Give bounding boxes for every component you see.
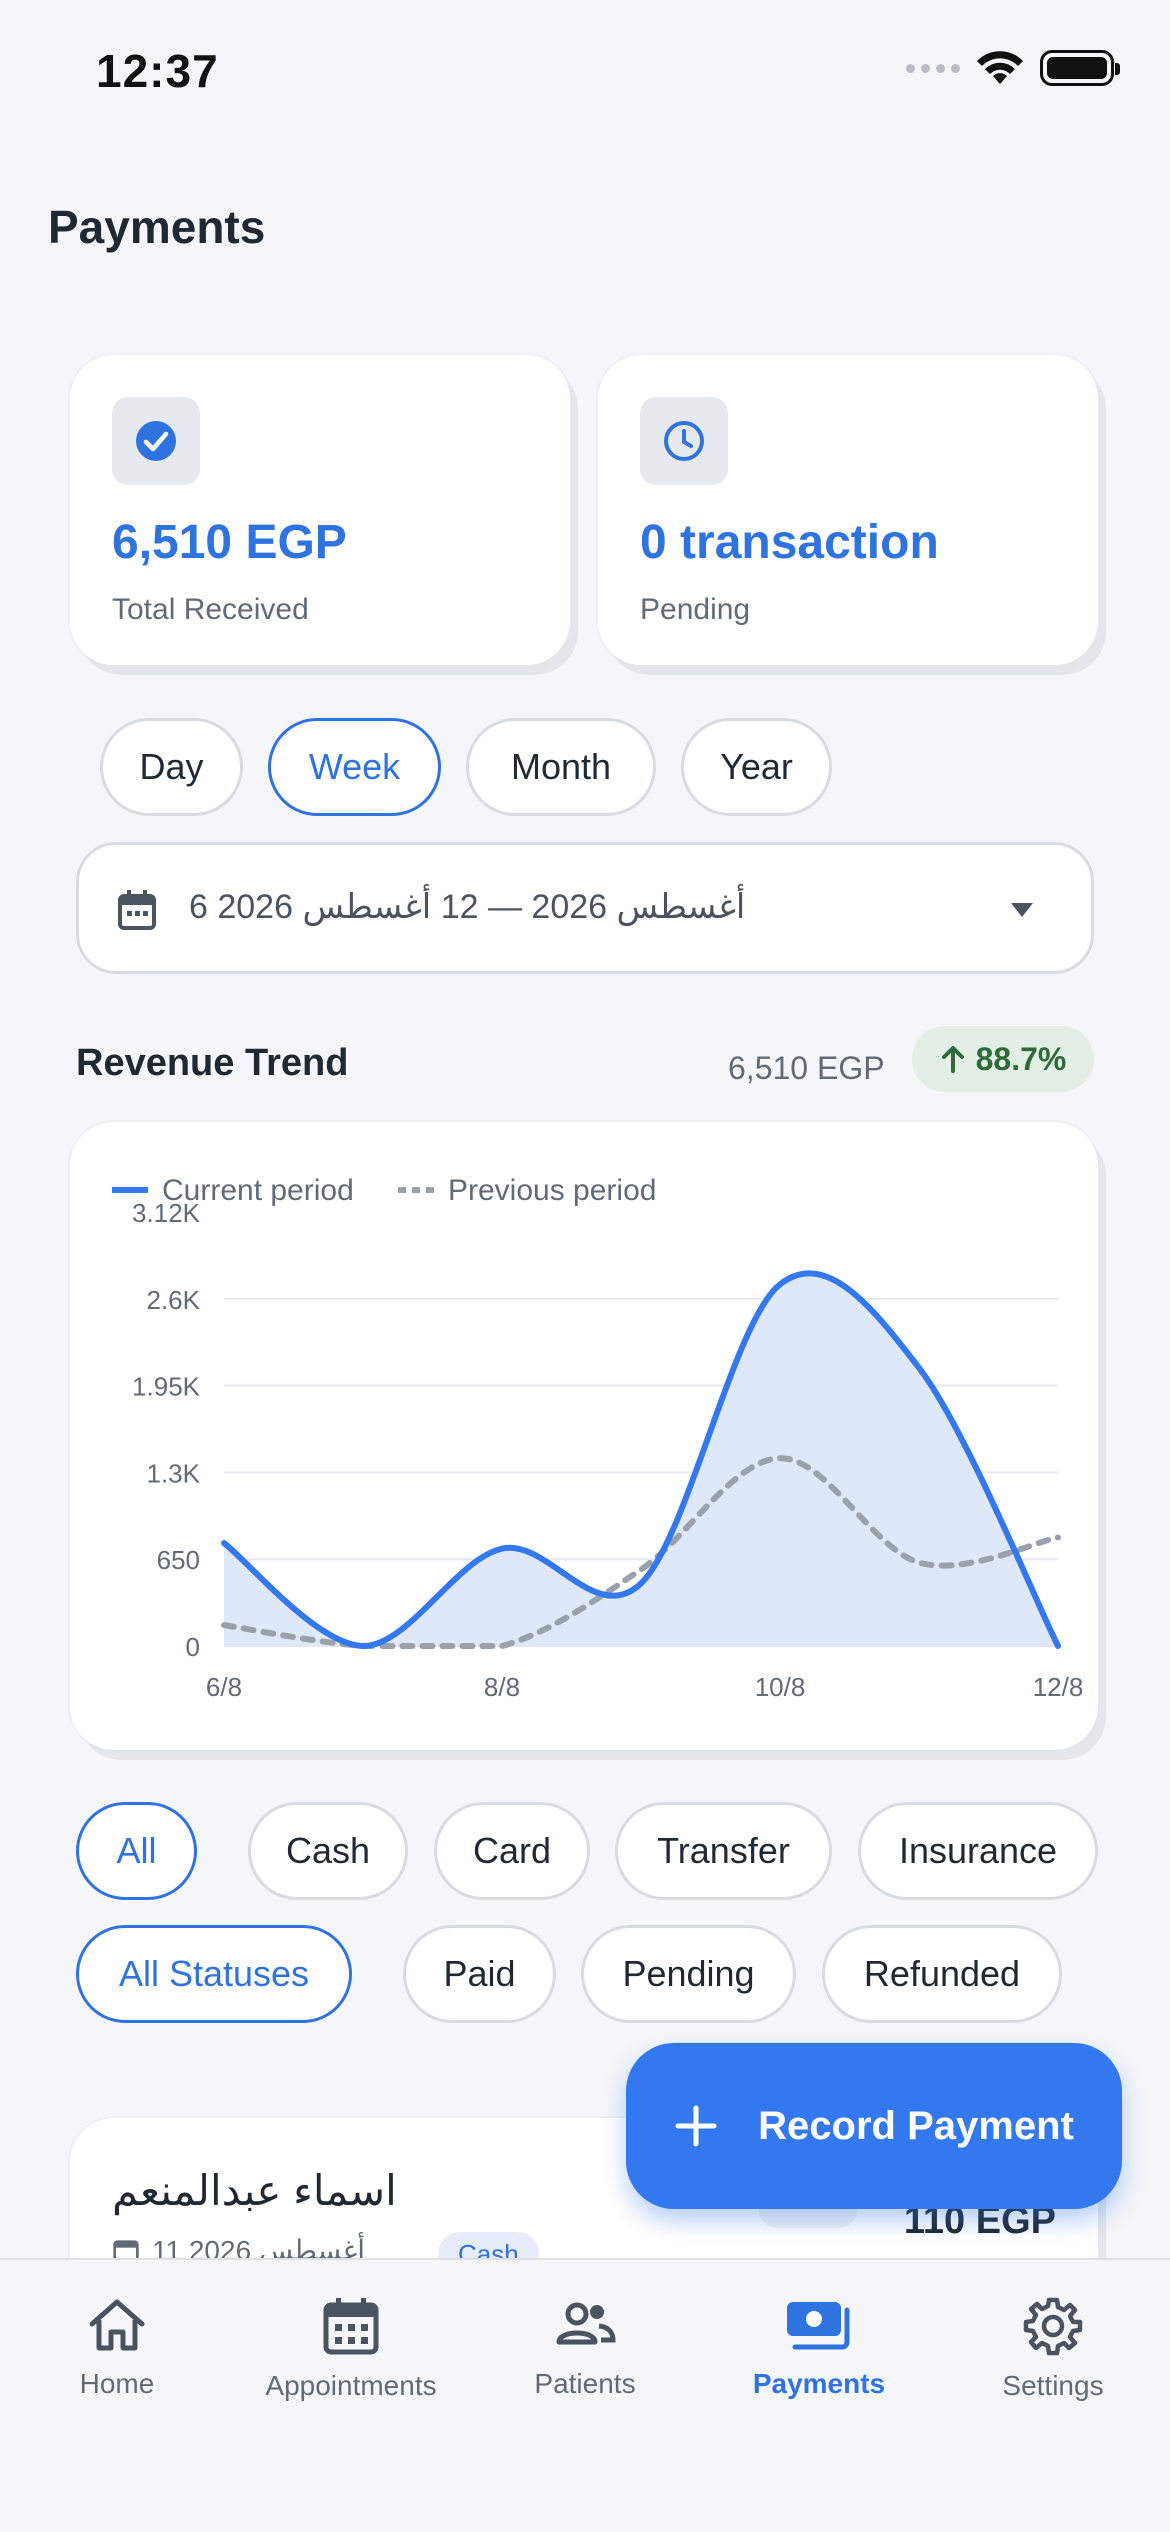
y-tick-label: 0 — [186, 1632, 200, 1662]
y-tick-label: 650 — [157, 1545, 200, 1575]
nav-home[interactable]: Home — [0, 2296, 234, 2400]
calendar-icon — [118, 890, 156, 930]
nav-payments[interactable]: Payments — [702, 2296, 936, 2400]
filter-method-cash[interactable]: Cash — [248, 1802, 408, 1900]
filter-method-transfer[interactable]: Transfer — [615, 1802, 832, 1900]
filter-method-all[interactable]: All — [76, 1802, 197, 1900]
filter-method-insurance[interactable]: Insurance — [858, 1802, 1098, 1900]
y-tick-label: 2.6K — [147, 1285, 201, 1315]
total-received-value: 6,510 EGP — [112, 516, 347, 569]
payments-icon — [787, 2302, 850, 2350]
record-payment-label: Record Payment — [758, 2103, 1074, 2148]
check-circle-icon — [112, 397, 200, 485]
wifi-icon — [977, 51, 1023, 84]
record-payment-button[interactable]: Record Payment — [626, 2043, 1122, 2209]
pending-label: Pending — [640, 593, 751, 626]
period-year[interactable]: Year — [681, 718, 832, 816]
patient-name: اسماء عبدالمنعم — [112, 2167, 397, 2214]
clock-icon — [640, 397, 728, 485]
signal-icon — [906, 63, 960, 73]
period-month[interactable]: Month — [466, 718, 656, 816]
total-received-card: 6,510 EGP Total Received — [70, 355, 570, 665]
date-range-select[interactable]: 6 أغسطس 2026 — 12 أغسطس 2026 — [76, 842, 1094, 974]
nav-appointments[interactable]: Appointments — [234, 2296, 468, 2402]
people-icon — [556, 2302, 616, 2345]
filter-status-pending[interactable]: Pending — [581, 1925, 796, 2023]
arrow-up-icon — [941, 1046, 964, 1073]
period-day[interactable]: Day — [100, 718, 243, 816]
y-tick-label: 1.95K — [132, 1372, 201, 1402]
calendar-icon — [323, 2298, 379, 2355]
pending-value: 0 transaction — [640, 516, 939, 569]
chevron-down-icon — [1011, 903, 1033, 917]
status-icons — [906, 50, 1120, 86]
filter-status-all[interactable]: All Statuses — [76, 1925, 352, 2023]
nav-settings[interactable]: Settings — [936, 2296, 1170, 2402]
trend-change-badge: 88.7% — [912, 1026, 1094, 1092]
filter-method-card[interactable]: Card — [434, 1802, 590, 1900]
legend-current-label: Current period — [162, 1174, 354, 1207]
revenue-chart-card: 3.12K 2.6K 1.95K 1.3K 650 0 6/8 8/8 10/8 12/8 Curr… — [70, 1122, 1098, 1750]
gear-icon — [1023, 2297, 1083, 2356]
filter-status-paid[interactable]: Paid — [403, 1925, 556, 2023]
status-time: 12:37 — [96, 45, 219, 97]
trend-change-value: 88.7% — [975, 1040, 1067, 1077]
x-tick-label: 8/8 — [484, 1672, 520, 1702]
y-tick-label: 3.12K — [132, 1198, 201, 1228]
pending-card: 0 transaction Pending — [598, 355, 1098, 665]
x-tick-label: 10/8 — [755, 1672, 806, 1702]
y-tick-label: 1.3K — [147, 1458, 201, 1488]
revenue-chart: 3.12K 2.6K 1.95K 1.3K 650 06/8 8/8 10/8 12/8 Curr… — [112, 1174, 1084, 1702]
legend-previous-label: Previous period — [448, 1174, 656, 1207]
filter-status-refunded[interactable]: Refunded — [822, 1925, 1062, 2023]
bottom-nav: Home Appointments Patients Payments Sett… — [0, 2258, 1170, 2532]
revenue-trend-total: 6,510 EGP — [728, 1050, 885, 1086]
total-received-label: Total Received — [112, 593, 309, 626]
current-period-area — [224, 1273, 1058, 1646]
current-period-line — [221, 1270, 1061, 1650]
page-title: Payments — [48, 201, 266, 253]
nav-patients[interactable]: Patients — [468, 2296, 702, 2400]
revenue-trend-title: Revenue Trend — [76, 1042, 349, 1084]
date-range-value: 6 أغسطس 2026 — 12 أغسطس 2026 — [189, 888, 746, 926]
plus-icon — [675, 2105, 717, 2147]
x-tick-label: 12/8 — [1033, 1672, 1084, 1702]
battery-icon — [1040, 50, 1120, 86]
home-icon — [89, 2299, 145, 2351]
x-tick-label: 6/8 — [206, 1672, 242, 1702]
period-week[interactable]: Week — [268, 718, 441, 816]
